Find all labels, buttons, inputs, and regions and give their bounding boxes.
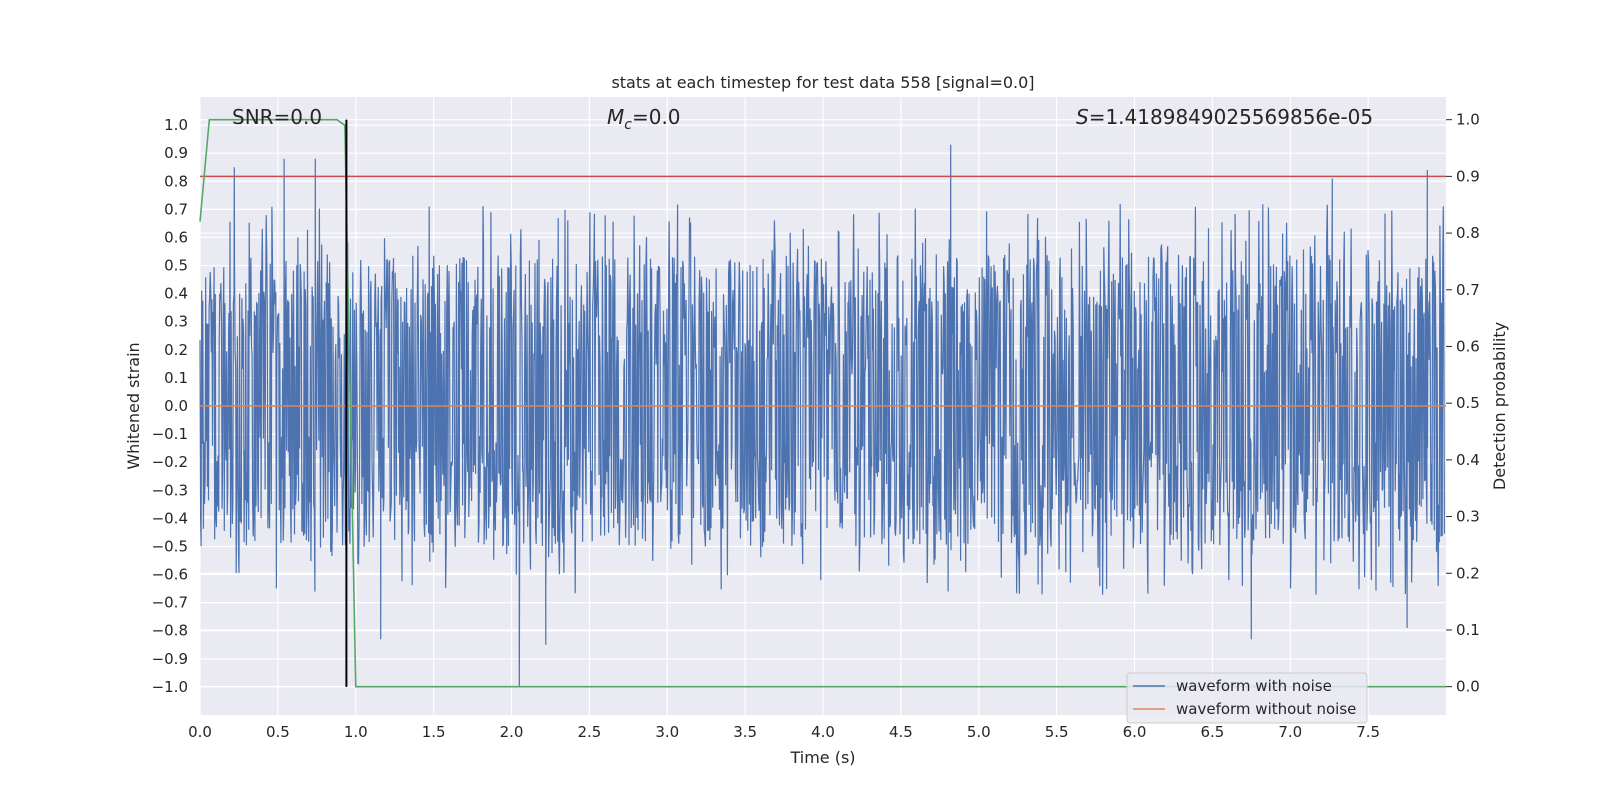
mc-annotation: Mc=0.0 xyxy=(607,105,681,133)
y2-tick-label: 0.6 xyxy=(1456,337,1480,355)
y2-tick-label: 1.0 xyxy=(1456,111,1480,129)
y2-tick-label: 0.0 xyxy=(1456,678,1480,696)
y-tick-label: 0.7 xyxy=(164,200,188,218)
x-tick-label: 3.5 xyxy=(733,723,757,741)
right-axis-ticks: 1.0 0.9 0.8 0.7 0.6 0.5 0.4 0.3 0.2 0.1 0.0 xyxy=(1446,111,1480,696)
legend-label-noise: waveform with noise xyxy=(1176,677,1332,695)
y2-tick-label: 0.8 xyxy=(1456,224,1480,242)
x-tick-label: 5.5 xyxy=(1045,723,1069,741)
y-tick-label: −0.9 xyxy=(152,650,188,668)
y2-tick-label: 0.4 xyxy=(1456,451,1480,469)
x-tick-label: 1.5 xyxy=(422,723,446,741)
mc-symbol: M xyxy=(607,105,624,129)
y-tick-label: −1.0 xyxy=(152,678,188,696)
x-tick-label: 6.0 xyxy=(1123,723,1147,741)
series-line-detection-probability xyxy=(199,118,1446,688)
x-axis-ticks: 0.0 0.5 1.0 1.5 2.0 2.5 3.0 3.5 4.0 4.5 5.0 5.5 6.0 6… xyxy=(188,723,1380,741)
y-tick-label: 0.2 xyxy=(164,341,188,359)
y-tick-label: 0.5 xyxy=(164,257,188,275)
s-value: =1.4189849025569856e-05 xyxy=(1089,105,1373,129)
legend: waveform with noise waveform without noi… xyxy=(1126,672,1368,724)
x-tick-label: 4.0 xyxy=(811,723,835,741)
y-tick-label: −0.1 xyxy=(152,425,188,443)
y-tick-label: −0.3 xyxy=(152,481,188,499)
x-tick-label: 7.0 xyxy=(1278,723,1302,741)
y-tick-label: 0.8 xyxy=(164,172,188,190)
x-tick-label: 1.0 xyxy=(344,723,368,741)
chart-title: stats at each timestep for test data 558… xyxy=(611,73,1034,92)
y-tick-label: 0.4 xyxy=(164,285,188,303)
y-tick-label: −0.6 xyxy=(152,566,188,584)
y-tick-label: −0.5 xyxy=(152,537,188,555)
y-tick-label: 0.9 xyxy=(164,144,188,162)
left-axis-ticks: 1.0 0.9 0.8 0.7 0.6 0.5 0.4 0.3 0.2 0.1 0.0 −0.1 −0.… xyxy=(152,116,188,696)
y-axis-label: Whitened strain xyxy=(124,342,143,469)
mc-subscript: c xyxy=(624,117,632,133)
s-annotation: S=1.4189849025569856e-05 xyxy=(1076,105,1373,129)
y-tick-label: −0.2 xyxy=(152,453,188,471)
y-tick-label: −0.8 xyxy=(152,622,188,640)
x-tick-label: 0.0 xyxy=(188,723,212,741)
y-tick-label: 0.3 xyxy=(164,313,188,331)
y-tick-label: −0.4 xyxy=(152,509,188,527)
y-tick-label: −0.7 xyxy=(152,594,188,612)
x-tick-label: 6.5 xyxy=(1200,723,1224,741)
snr-annotation: SNR=0.0 xyxy=(232,105,322,129)
legend-box xyxy=(1126,672,1368,724)
x-tick-label: 2.5 xyxy=(577,723,601,741)
mc-value: =0.0 xyxy=(632,105,681,129)
y-tick-label: 0.6 xyxy=(164,228,188,246)
s-symbol: S xyxy=(1076,105,1089,129)
x-tick-label: 7.5 xyxy=(1356,723,1380,741)
x-tick-label: 4.5 xyxy=(889,723,913,741)
series-line-waveform-with-noise xyxy=(199,144,1445,687)
x-tick-label: 3.0 xyxy=(655,723,679,741)
x-axis-label: Time (s) xyxy=(789,748,855,767)
y2-axis-label: Detection probability xyxy=(1490,322,1509,490)
y2-tick-label: 0.1 xyxy=(1456,621,1480,639)
y2-tick-label: 0.3 xyxy=(1456,508,1480,526)
y2-tick-label: 0.2 xyxy=(1456,564,1480,582)
y2-tick-label: 0.7 xyxy=(1456,281,1480,299)
legend-label-clean: waveform without noise xyxy=(1176,700,1356,718)
y-tick-label: 0.0 xyxy=(164,397,188,415)
y-tick-label: 1.0 xyxy=(164,116,188,134)
x-tick-label: 5.0 xyxy=(967,723,991,741)
y2-tick-label: 0.5 xyxy=(1456,394,1480,412)
data-series xyxy=(199,118,1446,688)
y2-tick-label: 0.9 xyxy=(1456,167,1480,185)
x-tick-label: 0.5 xyxy=(266,723,290,741)
y-tick-label: 0.1 xyxy=(164,369,188,387)
x-tick-label: 2.0 xyxy=(500,723,524,741)
